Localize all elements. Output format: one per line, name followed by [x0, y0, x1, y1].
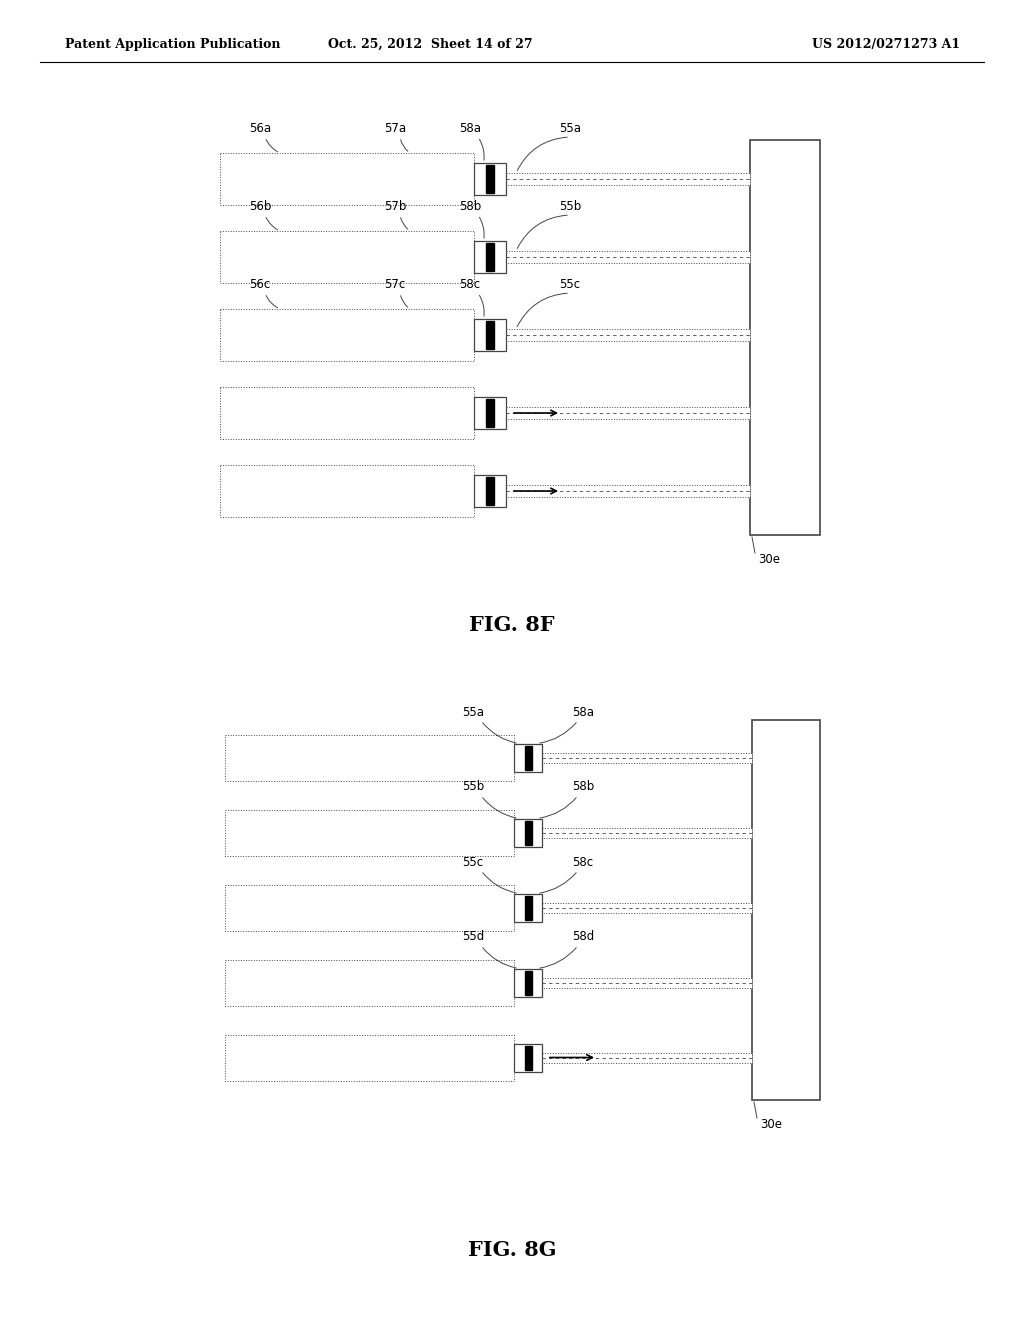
Text: 55a: 55a — [559, 121, 581, 135]
Bar — [525, 746, 532, 770]
Bar — [542, 903, 752, 912]
Bar — [506, 329, 750, 341]
Text: 58d: 58d — [571, 931, 594, 944]
Bar — [225, 884, 514, 931]
Text: Oct. 25, 2012  Sheet 14 of 27: Oct. 25, 2012 Sheet 14 of 27 — [328, 38, 532, 51]
Bar — [525, 970, 532, 994]
Bar — [506, 173, 750, 185]
Text: 55c: 55c — [463, 855, 483, 869]
Text: 55a: 55a — [462, 705, 484, 718]
Bar — [474, 397, 506, 429]
Text: 58b: 58b — [571, 780, 594, 793]
Bar — [220, 465, 474, 517]
Bar — [506, 484, 750, 498]
Bar — [752, 719, 820, 1100]
Text: 58a: 58a — [572, 705, 594, 718]
Text: FIG. 8G: FIG. 8G — [468, 1239, 556, 1261]
Text: FIG. 8F: FIG. 8F — [469, 615, 555, 635]
Text: 58b: 58b — [459, 201, 481, 213]
Bar — [220, 153, 474, 205]
Text: 58a: 58a — [459, 121, 481, 135]
Bar — [750, 140, 820, 535]
Bar — [225, 809, 514, 855]
Bar — [542, 752, 752, 763]
Bar — [486, 321, 494, 348]
Text: 56b: 56b — [249, 201, 271, 213]
Bar — [514, 894, 542, 921]
Bar — [225, 734, 514, 780]
Text: 56c: 56c — [250, 279, 270, 290]
Bar — [542, 1052, 752, 1063]
Text: 56a: 56a — [249, 121, 271, 135]
Text: 55d: 55d — [462, 931, 484, 944]
Text: 57a: 57a — [384, 121, 407, 135]
Bar — [474, 242, 506, 273]
Bar — [506, 407, 750, 418]
Bar — [474, 162, 506, 195]
Bar — [542, 978, 752, 987]
Text: US 2012/0271273 A1: US 2012/0271273 A1 — [812, 38, 961, 51]
Bar — [514, 743, 542, 771]
Bar — [486, 243, 494, 271]
Bar — [486, 165, 494, 193]
Bar — [220, 387, 474, 440]
Text: 58c: 58c — [460, 279, 480, 290]
Bar — [225, 960, 514, 1006]
Bar — [525, 821, 532, 845]
Text: Patent Application Publication: Patent Application Publication — [65, 38, 281, 51]
Bar — [220, 231, 474, 282]
Bar — [542, 828, 752, 837]
Bar — [225, 1035, 514, 1081]
Text: 55c: 55c — [559, 279, 581, 290]
Text: 30e: 30e — [760, 1118, 782, 1131]
Bar — [506, 251, 750, 263]
Text: 58c: 58c — [572, 855, 594, 869]
Text: 57b: 57b — [384, 201, 407, 213]
Bar — [514, 969, 542, 997]
Bar — [514, 818, 542, 846]
Text: 30e: 30e — [758, 553, 780, 566]
Bar — [486, 477, 494, 506]
Bar — [474, 319, 506, 351]
Bar — [525, 1045, 532, 1069]
Bar — [486, 399, 494, 426]
Text: 55b: 55b — [559, 201, 582, 213]
Bar — [525, 895, 532, 920]
Text: 55b: 55b — [462, 780, 484, 793]
Bar — [220, 309, 474, 360]
Text: 57c: 57c — [384, 279, 406, 290]
Bar — [514, 1044, 542, 1072]
Bar — [474, 475, 506, 507]
